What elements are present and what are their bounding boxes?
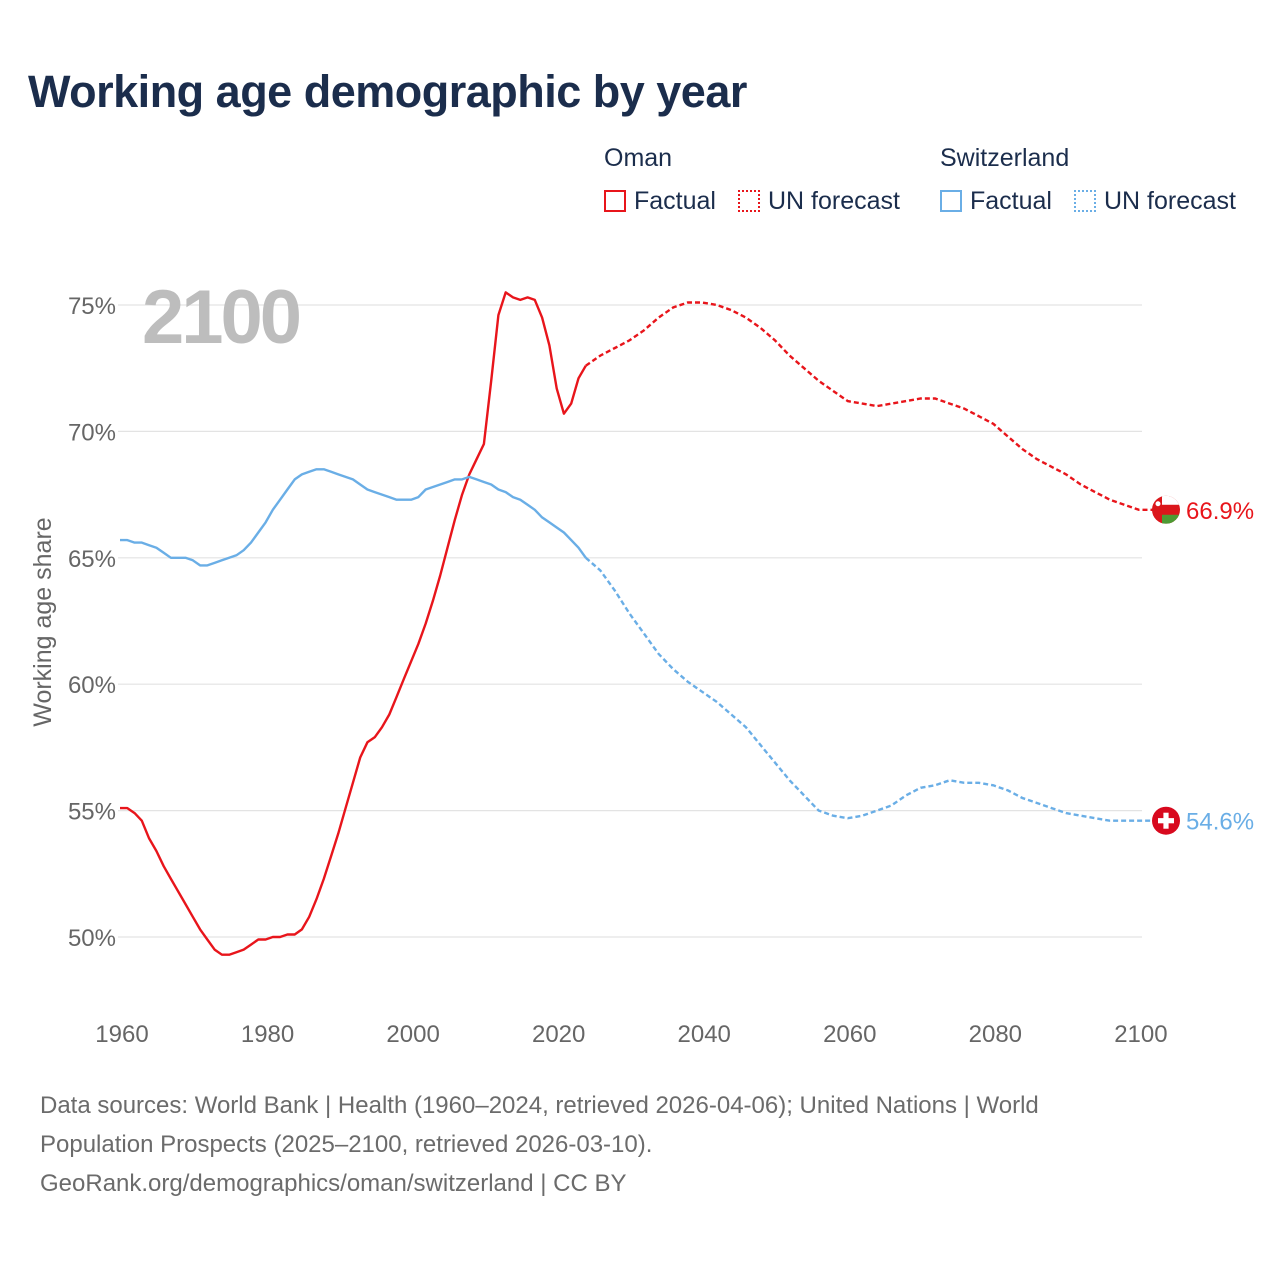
switzerland-factual-line [120,468,587,567]
x-tick-label: 2020 [532,1021,585,1048]
legend-switzerland-factual[interactable]: Factual [940,184,1052,218]
legend-label: Factual [634,186,716,215]
y-axis-label: Working age share [29,517,57,726]
x-tick-label: 2100 [1114,1021,1167,1048]
oman-factual-line [120,291,587,956]
switzerland-forecast-line [585,556,1168,822]
series-lines [120,291,1168,956]
x-tick-label: 1960 [95,1021,148,1048]
legend-swatch-solid [940,190,962,212]
legend-swatch-dotted [1074,190,1096,212]
footer-line: Data sources: World Bank | Health (1960–… [40,1092,1039,1119]
legend-label: UN forecast [768,186,900,215]
footer-sources: Data sources: World Bank | Health (1960–… [40,1086,1240,1203]
legend-swatch-dotted [738,190,760,212]
y-tick-label: 60% [68,672,116,699]
legend-switzerland-forecast[interactable]: UN forecast [1074,184,1236,218]
y-axis-ticks: 50% 55% 60% 65% 70% 75% [68,293,116,952]
legend-label: Factual [970,186,1052,215]
legend-oman-forecast[interactable]: UN forecast [738,184,900,218]
end-markers: 66.9% 54.6% [1152,495,1254,836]
year-overlay: 2100 [142,275,300,360]
gridlines [118,304,1142,938]
legend-swatch-solid [604,190,626,212]
legend-group-switzerland: Switzerland [940,144,1070,172]
x-tick-label: 2000 [386,1021,439,1048]
y-tick-label: 65% [68,546,116,573]
footer-line: Population Prospects (2025–2100, retriev… [40,1131,653,1158]
x-tick-label: 2060 [823,1021,876,1048]
y-tick-label: 55% [68,799,116,826]
oman-flag-icon [1152,495,1180,524]
switzerland-end-value-label: 54.6% [1186,809,1254,836]
switzerland-flag-icon [1152,806,1180,835]
legend-label: UN forecast [1104,186,1236,215]
x-tick-label: 1980 [241,1021,294,1048]
legend-oman-factual[interactable]: Factual [604,184,716,218]
chart-plot: 50% 55% 60% 65% 70% 75% 1960 1980 2000 2020 2040 2… [29,275,1254,1048]
footer-line: GeoRank.org/demographics/oman/switzerlan… [40,1170,627,1197]
x-axis-ticks: 1960 1980 2000 2020 2040 2060 2080 2100 [95,1021,1167,1048]
x-tick-label: 2080 [969,1021,1022,1048]
oman-end-value-label: 66.9% [1186,498,1254,525]
oman-forecast-line [585,301,1168,511]
y-tick-label: 75% [68,293,116,320]
y-tick-label: 70% [68,419,116,446]
x-tick-label: 2040 [678,1021,731,1048]
legend-group-oman: Oman [604,144,673,172]
y-tick-label: 50% [68,925,116,952]
chart-title: Working age demographic by year [28,66,747,117]
